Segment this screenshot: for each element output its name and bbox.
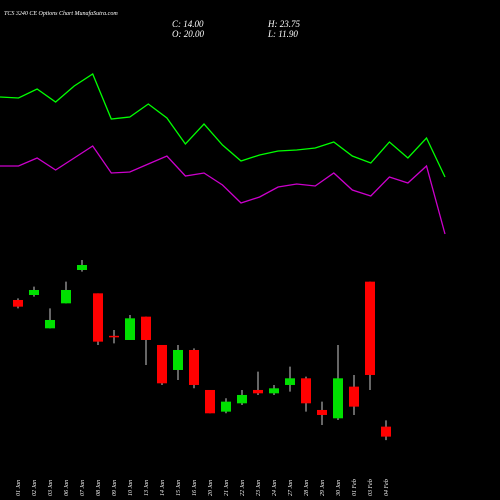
x-tick-label: 21 Jan	[224, 480, 230, 496]
candle-body	[77, 264, 87, 270]
candle-body	[29, 289, 39, 295]
candle-body	[285, 378, 295, 385]
x-tick-label: 28 Jan	[304, 480, 310, 496]
candle-body	[173, 349, 183, 370]
candle-body	[365, 281, 375, 375]
x-tick-label: 09 Jan	[112, 480, 118, 496]
candle-body	[189, 349, 199, 385]
x-tick-label: 10 Jan	[128, 480, 134, 496]
x-tick-label: 03 Jan	[48, 480, 54, 496]
candle-body	[109, 335, 119, 338]
candle-body	[317, 409, 327, 415]
candle-body	[205, 389, 215, 414]
x-tick-label: 16 Jan	[192, 480, 198, 496]
x-tick-label: 20 Jan	[208, 480, 214, 496]
candle-body	[381, 426, 391, 437]
x-tick-label: 14 Jan	[159, 480, 166, 496]
indicator-line	[0, 145, 446, 235]
x-tick-label: 02 Jan	[32, 480, 38, 496]
candle-body	[237, 394, 247, 404]
x-tick-label: 22 Jan	[240, 480, 246, 496]
candle-body	[253, 389, 263, 394]
x-tick-label: 08 Jan	[96, 480, 102, 496]
x-tick-label: 01 Feb	[352, 479, 358, 496]
candle-body	[333, 378, 343, 419]
open-stat: O: 20.00	[172, 29, 204, 39]
chart-title: TCS 3240 CE Options Chart MunafaSutra.co…	[4, 10, 118, 17]
candle-body	[61, 289, 71, 304]
candle-body	[13, 299, 23, 307]
x-tick-label: 03 Feb	[368, 479, 374, 496]
high-stat: H: 23.75	[267, 19, 300, 29]
candle-body	[45, 319, 55, 329]
close-stat: C: 14.00	[172, 19, 204, 29]
candle-body	[269, 388, 279, 394]
x-tick-label: 01 Jan	[16, 480, 22, 496]
x-tick-label: 07 Jan	[80, 480, 86, 496]
x-tick-label: 06 Jan	[64, 480, 70, 496]
candle-body	[93, 293, 103, 342]
x-tick-label: 23 Jan	[256, 480, 262, 496]
low-stat: L: 11.90	[267, 29, 298, 39]
candle-body	[301, 378, 311, 404]
x-tick-label: 04 Feb	[383, 479, 390, 496]
candle-body	[141, 316, 151, 340]
candle-body	[125, 318, 135, 340]
x-tick-label: 27 Jan	[288, 480, 294, 496]
candle-body	[349, 386, 359, 407]
x-tick-label: 13 Jan	[144, 480, 150, 496]
x-tick-label: 24 Jan	[271, 480, 278, 496]
x-tick-label: 30 Jan	[336, 480, 342, 497]
candle-body	[157, 344, 167, 384]
x-tick-label: 29 Jan	[320, 480, 326, 496]
x-tick-label: 15 Jan	[176, 480, 182, 496]
candle-body	[221, 401, 231, 412]
indicator-line	[0, 73, 446, 178]
